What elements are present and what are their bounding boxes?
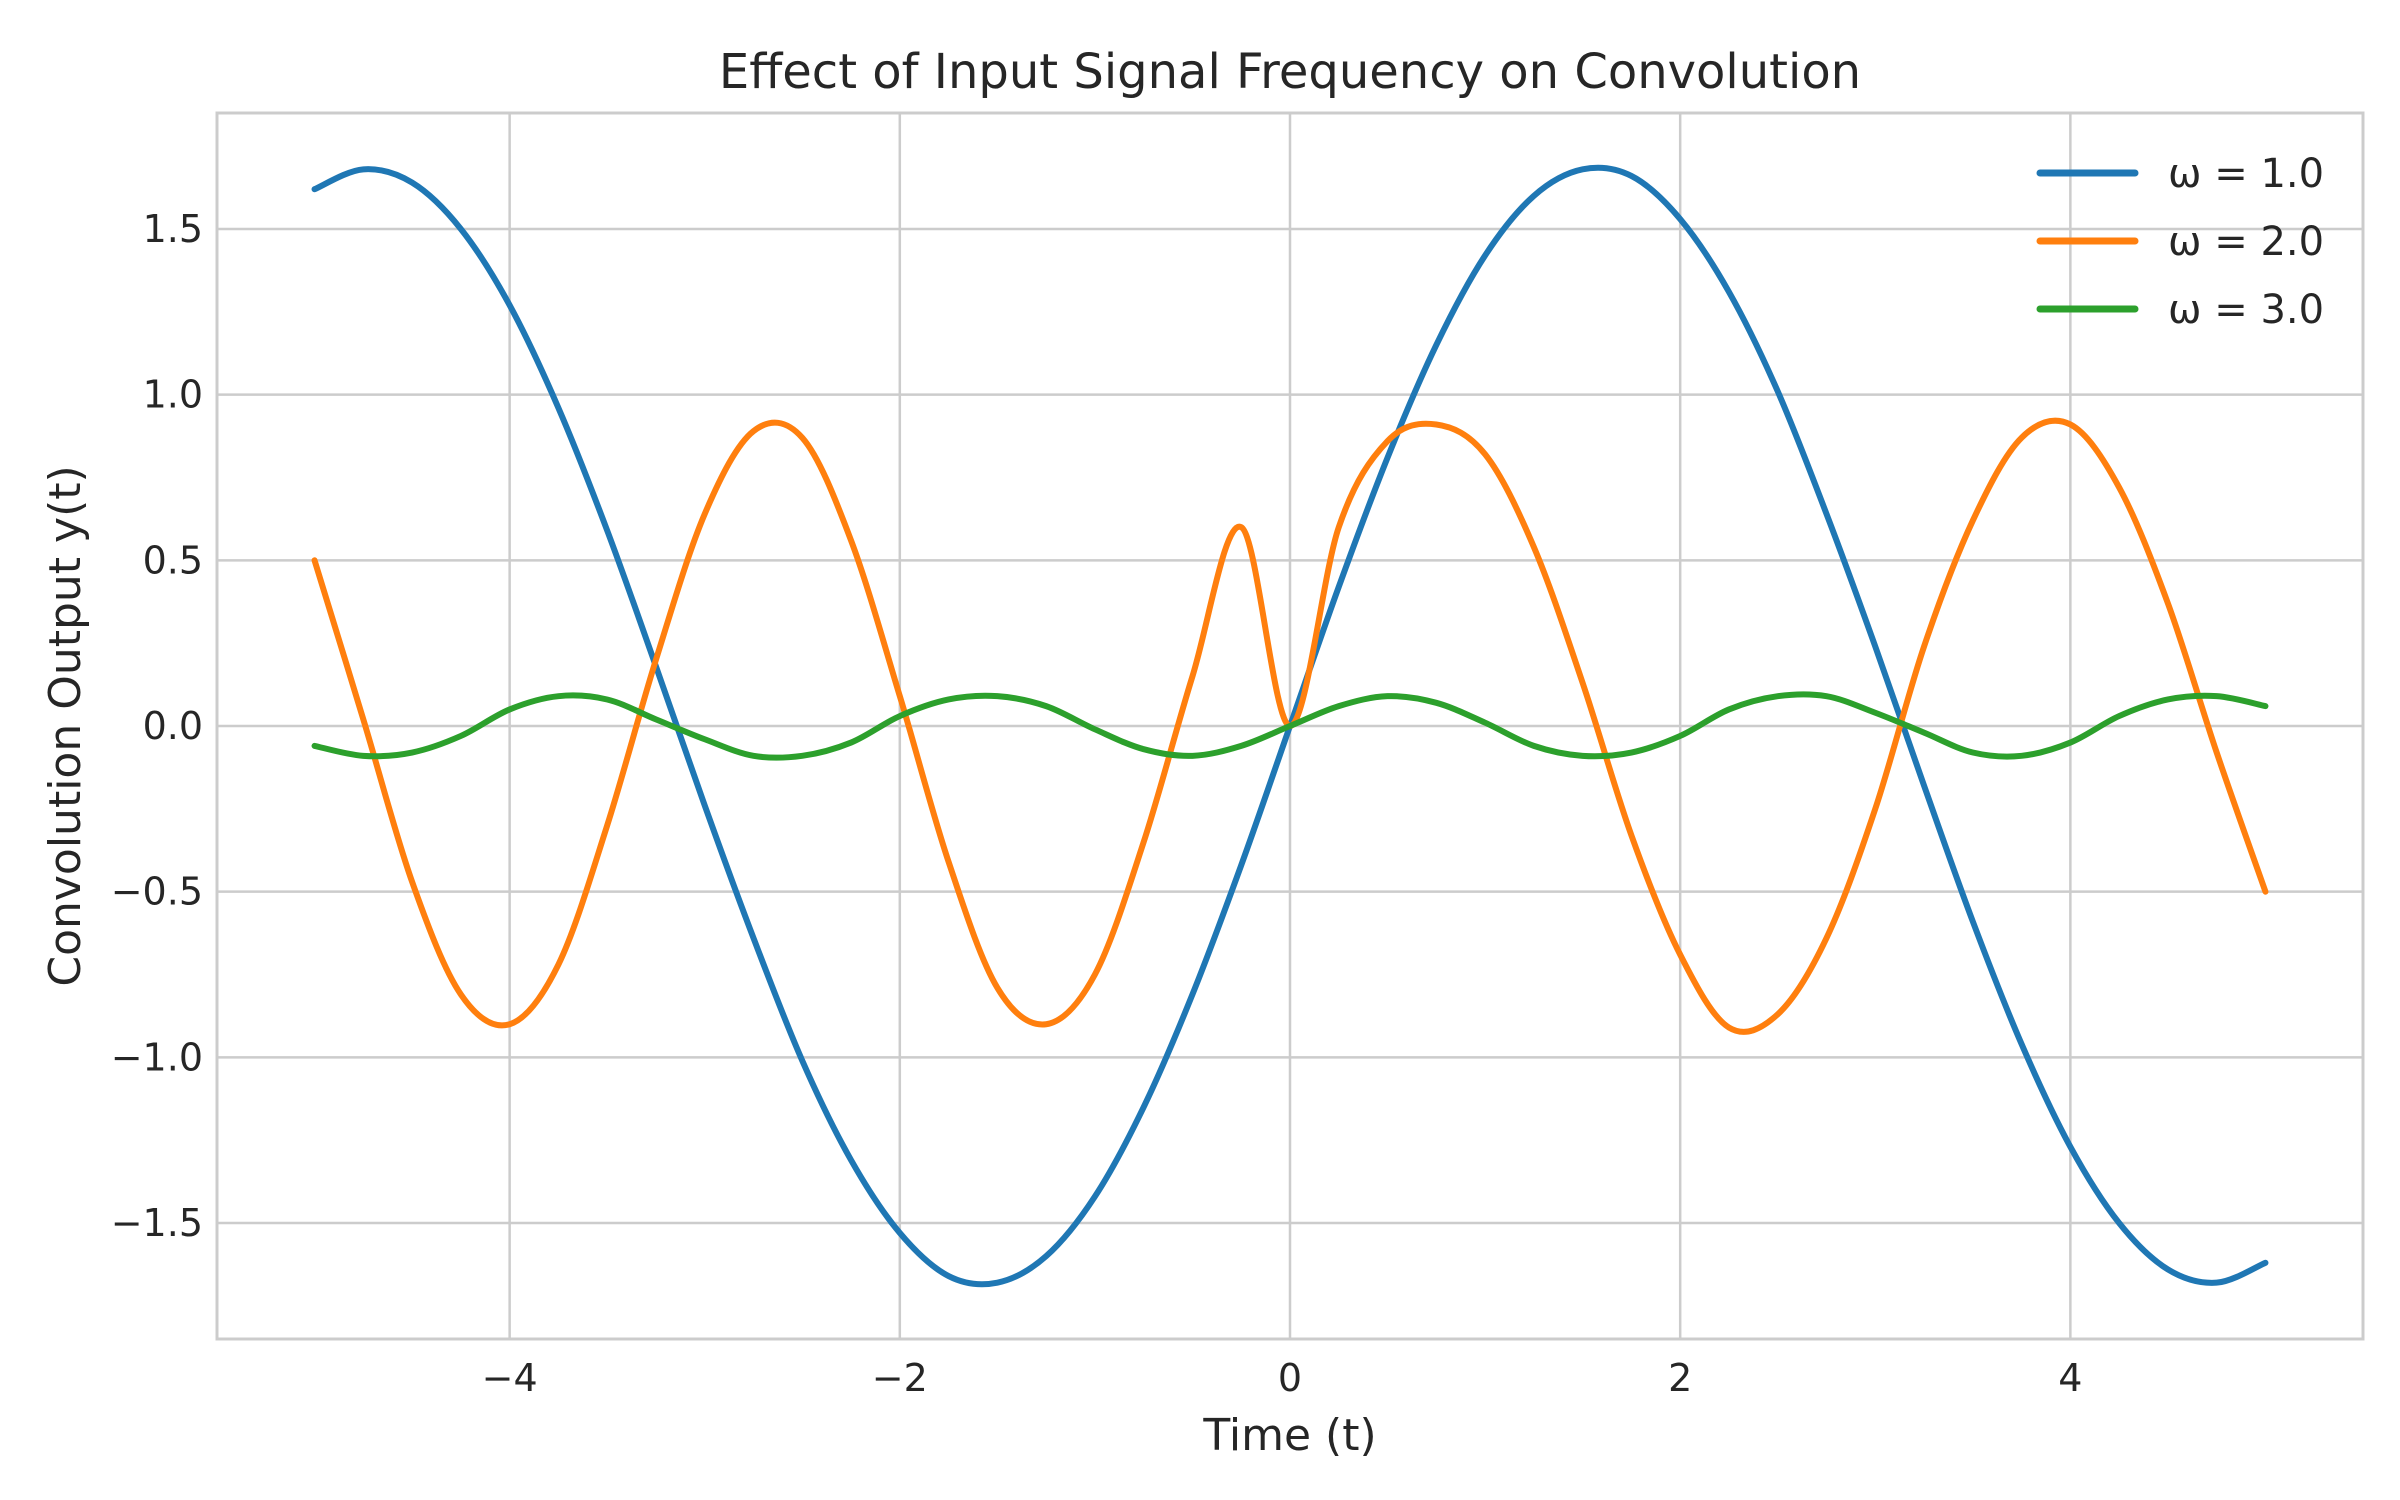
y-tick-labels: 1.5 1.0 0.5 0.0 −0.5 −1.0 −1.5	[111, 207, 203, 1245]
y-tick-label: 0.5	[143, 538, 203, 582]
x-tick-label: −2	[872, 1356, 928, 1400]
plot-frame	[215, 111, 2365, 1341]
chart-title: Effect of Input Signal Frequency on Conv…	[719, 44, 1861, 100]
y-tick-label: −0.5	[111, 870, 203, 914]
series-layer	[311, 164, 2269, 1288]
y-tick-label: 1.0	[143, 373, 203, 417]
y-tick-label: −1.0	[111, 1035, 203, 1079]
y-tick-label: 0.0	[143, 704, 203, 748]
x-tick-label: 0	[1278, 1356, 1302, 1400]
x-axis-label: Time (t)	[1202, 1410, 1376, 1461]
x-tick-label: 4	[2058, 1356, 2082, 1400]
y-tick-label: −1.5	[111, 1201, 203, 1245]
y-axis-label: Convolution Output y(t)	[40, 465, 91, 986]
series-line-3	[311, 691, 2269, 761]
legend-entry: ω = 2.0	[2168, 219, 2324, 265]
x-tick-labels: −4 −2 0 2 4	[482, 1356, 2083, 1400]
y-tick-label: 1.5	[143, 207, 203, 251]
legend-entry: ω = 1.0	[2168, 151, 2324, 197]
x-tick-label: −4	[482, 1356, 538, 1400]
series-line-2	[311, 417, 2269, 1035]
x-tick-label: 2	[1668, 1356, 1692, 1400]
legend-entry: ω = 3.0	[2168, 287, 2324, 333]
legend: ω = 1.0 ω = 2.0 ω = 3.0	[2036, 151, 2324, 333]
